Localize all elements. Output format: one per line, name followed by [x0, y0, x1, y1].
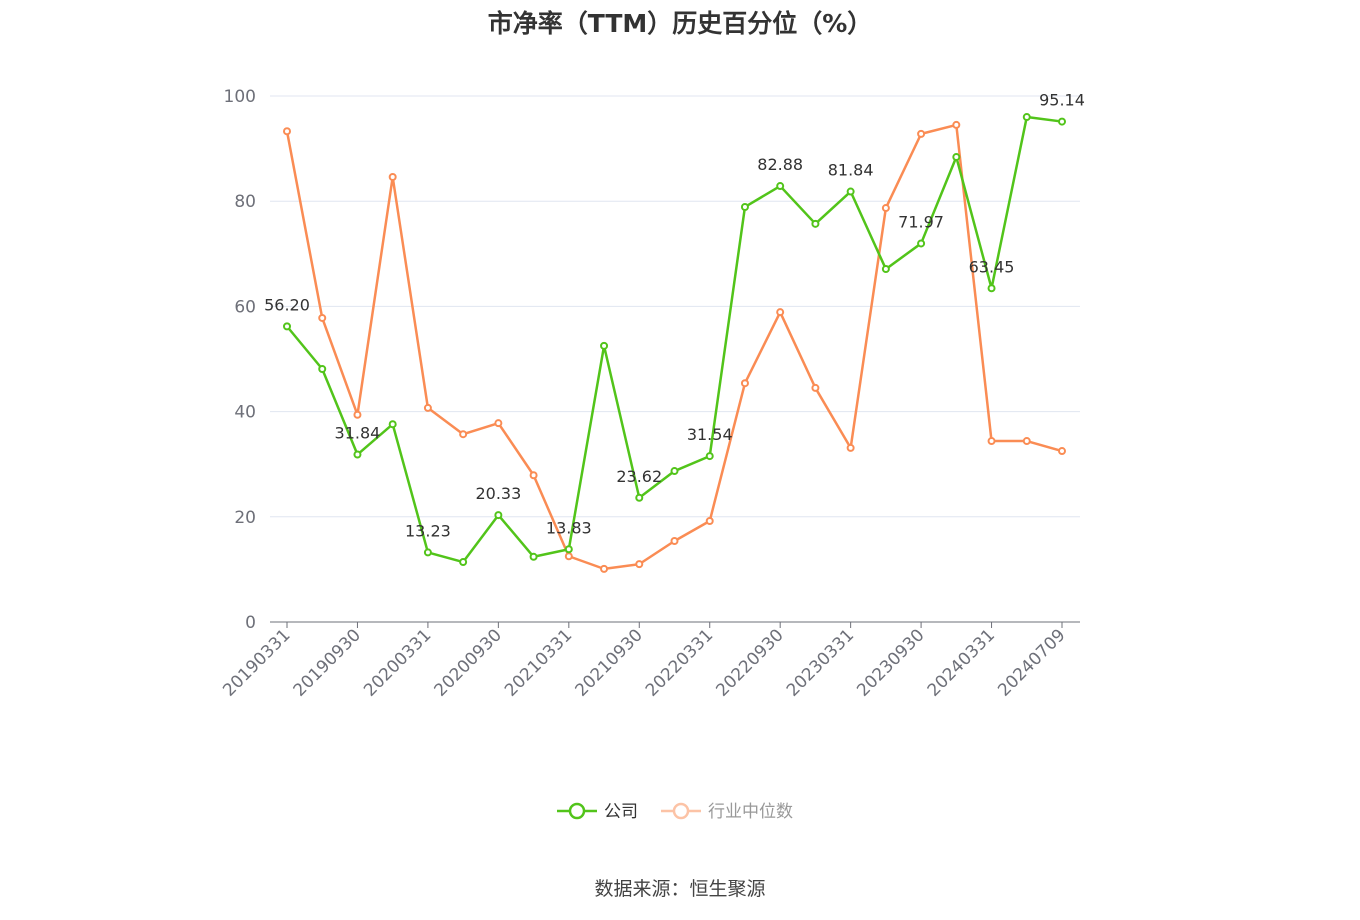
legend-company-icon [568, 802, 586, 820]
x-tick-label: 20210331 [501, 625, 576, 700]
data-point [529, 552, 538, 561]
data-point [917, 239, 926, 248]
x-tick-label: 20200930 [431, 625, 506, 700]
data-point [952, 120, 961, 129]
data-label: 31.54 [687, 425, 733, 444]
data-point [670, 467, 679, 476]
x-tick-label: 20220930 [712, 625, 787, 700]
data-label: 13.83 [546, 518, 592, 537]
data-point [459, 558, 468, 567]
data-point [917, 129, 926, 138]
y-tick-label: 0 [245, 613, 256, 633]
data-point [740, 202, 749, 211]
data-label: 31.84 [335, 424, 381, 443]
data-label: 95.14 [1039, 91, 1085, 110]
data-point [353, 450, 362, 459]
data-point [318, 364, 327, 373]
data-point [846, 187, 855, 196]
data-point [459, 430, 468, 439]
x-tick-label: 20240709 [994, 625, 1069, 700]
data-point [1022, 113, 1031, 122]
data-point [423, 403, 432, 412]
data-point [635, 493, 644, 502]
data-point [1058, 447, 1066, 456]
data-point [564, 552, 573, 561]
data-point [283, 322, 291, 331]
data-point [740, 379, 749, 388]
data-point [705, 452, 714, 461]
data-point [388, 173, 397, 182]
data-point [635, 560, 644, 569]
data-point [600, 564, 609, 573]
y-tick-label: 20 [234, 508, 256, 528]
series-line-company [286, 115, 1063, 564]
data-label: 81.84 [828, 161, 874, 180]
data-point [600, 341, 609, 350]
x-tick-label: 20190331 [219, 625, 294, 700]
legend-company-label: 公司 [604, 802, 638, 822]
data-point [881, 204, 890, 213]
data-point [987, 284, 996, 293]
data-point [529, 471, 538, 480]
data-point [952, 153, 961, 162]
data-point [987, 437, 996, 446]
data-point [705, 517, 714, 526]
x-tick-label: 20230930 [853, 625, 928, 700]
data-point [670, 536, 679, 545]
data-point [283, 127, 291, 136]
data-point [318, 313, 327, 322]
x-tick-label: 20200331 [360, 625, 435, 700]
data-label: 20.33 [475, 484, 521, 503]
chart-title: 市净率（TTM）历史百分位（%） [487, 9, 873, 38]
legend-industry-icon [672, 802, 690, 820]
data-label: 13.23 [405, 521, 451, 540]
data-point [846, 443, 855, 452]
data-point [388, 420, 397, 429]
series-line-industry [285, 123, 1063, 571]
data-point [494, 511, 503, 520]
data-source: 数据来源：恒生聚源 [594, 878, 766, 900]
data-point [423, 548, 432, 557]
data-label: 56.20 [264, 295, 310, 314]
y-tick-label: 60 [234, 297, 256, 317]
data-point [1058, 117, 1066, 126]
data-point [776, 182, 785, 191]
data-point [1022, 437, 1031, 446]
x-tick-label: 20240331 [924, 625, 999, 700]
x-tick-label: 20210930 [571, 625, 646, 700]
data-point [811, 383, 820, 392]
data-label: 63.45 [969, 257, 1015, 276]
data-point [776, 308, 785, 317]
data-point [881, 265, 890, 274]
data-point [353, 410, 362, 419]
data-label: 82.88 [757, 155, 803, 174]
data-point [811, 219, 820, 228]
x-tick-label: 20190930 [290, 625, 365, 700]
x-tick-label: 20220331 [642, 625, 717, 700]
data-label: 23.62 [616, 467, 662, 486]
legend-industry-label: 行业中位数 [708, 802, 793, 822]
data-point [494, 419, 503, 428]
data-label: 71.97 [898, 212, 944, 231]
data-point [564, 545, 573, 554]
x-tick-label: 20230331 [783, 625, 858, 700]
y-tick-label: 100 [224, 87, 256, 107]
y-tick-label: 80 [234, 192, 256, 212]
y-tick-label: 40 [234, 403, 256, 423]
